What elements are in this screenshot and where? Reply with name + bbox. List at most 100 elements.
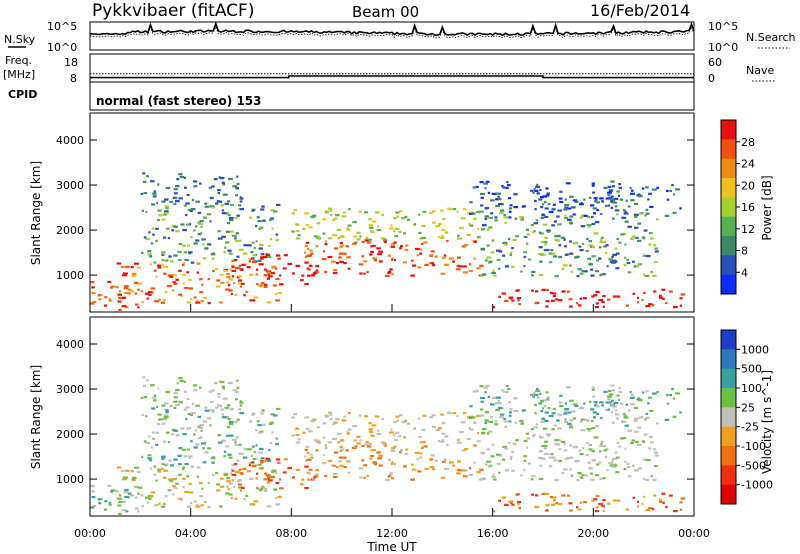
power-cell — [645, 305, 651, 308]
velocity-cell — [120, 469, 125, 473]
power-cell — [561, 290, 566, 293]
velocity-cell — [315, 473, 319, 476]
velocity-cell — [442, 460, 446, 463]
power-cell — [317, 237, 321, 241]
velocity-cell — [495, 453, 501, 456]
velocity-cell — [341, 419, 347, 422]
power-cell — [579, 216, 583, 219]
velocity-cell — [578, 407, 584, 410]
velocity-cell — [579, 420, 583, 423]
power-cell — [233, 259, 238, 262]
power-cell — [570, 270, 574, 273]
colorbar-swatch — [721, 388, 736, 408]
power-cell — [187, 244, 190, 247]
velocity-cell — [588, 400, 592, 403]
power-cell — [157, 218, 160, 222]
power-cell — [262, 255, 268, 259]
power-cell — [603, 186, 608, 189]
velocity-cell — [440, 476, 446, 479]
power-cell — [659, 294, 662, 297]
velocity-cell — [304, 455, 307, 458]
power-cell — [277, 291, 282, 295]
velocity-cell — [310, 456, 314, 459]
power-cell — [164, 198, 169, 201]
power-cell — [235, 232, 239, 235]
velocity-cell — [239, 411, 245, 415]
velocity-cell — [336, 432, 342, 435]
power-cell — [359, 235, 362, 238]
power-cell — [596, 201, 600, 204]
power-cell — [154, 300, 159, 303]
power-cell — [495, 249, 501, 252]
velocity-cell — [203, 501, 207, 504]
velocity-cell — [591, 499, 595, 502]
velocity-cell — [546, 433, 551, 436]
velocity-cell — [156, 405, 159, 408]
power-cell — [157, 183, 160, 186]
velocity-cell — [250, 461, 254, 464]
velocity-cell — [317, 441, 321, 445]
power-cell — [173, 196, 178, 199]
power-cell — [248, 257, 253, 261]
velocity-cell — [353, 439, 358, 442]
velocity-cell — [396, 419, 399, 422]
velocity-cell — [563, 412, 568, 415]
power-cell — [564, 206, 569, 209]
velocity-cell — [304, 448, 308, 451]
power-cell — [156, 201, 159, 204]
velocity-cell — [539, 392, 542, 395]
velocity-cell — [167, 441, 171, 444]
velocity-cell — [534, 506, 539, 509]
velocity-cell — [384, 478, 390, 481]
velocity-cell — [649, 409, 654, 412]
velocity-cell — [398, 434, 402, 437]
power-cell — [645, 212, 650, 215]
power-cell — [239, 207, 245, 211]
power-cell — [173, 192, 178, 195]
velocity-cell — [190, 440, 193, 443]
velocity-cell — [504, 447, 508, 450]
velocity-cell — [258, 451, 263, 454]
velocity-cell — [598, 502, 604, 506]
power-cell — [216, 200, 221, 203]
power-cell — [607, 194, 611, 197]
power-cell — [269, 217, 274, 220]
power-cell — [229, 219, 234, 222]
power-cell — [600, 239, 603, 242]
power-cell — [107, 280, 112, 283]
velocity-cell — [376, 429, 380, 432]
power-cell — [217, 230, 222, 233]
velocity-cell — [511, 469, 515, 472]
velocity-cell — [173, 392, 178, 395]
power-cell — [167, 237, 171, 240]
power-cell — [158, 214, 163, 217]
power-cell — [580, 214, 586, 217]
power-cell — [627, 205, 631, 208]
velocity-cell — [617, 398, 620, 401]
power-cell — [200, 225, 203, 228]
power-cell — [634, 236, 639, 239]
power-cell — [132, 272, 137, 275]
power-cell — [104, 296, 108, 299]
power-cell — [592, 191, 596, 194]
velocity-cell — [406, 422, 411, 425]
velocity-cell — [480, 400, 484, 403]
power-cell — [508, 296, 514, 299]
power-cell — [147, 253, 152, 256]
velocity-cell — [515, 493, 520, 496]
power-cell — [178, 243, 182, 246]
velocity-cell — [473, 444, 477, 447]
velocity-cell — [574, 460, 578, 463]
velocity-cell — [519, 419, 524, 423]
velocity-cell — [591, 386, 595, 389]
velocity-cell — [644, 418, 647, 421]
velocity-cell — [482, 477, 487, 480]
x-tick-label: 00:00 — [74, 527, 106, 540]
power-cell — [672, 193, 675, 196]
velocity-cell — [569, 419, 574, 422]
velocity-cell — [616, 394, 620, 397]
power-cell — [623, 209, 626, 212]
velocity-cell — [216, 483, 221, 486]
velocity-cell — [291, 416, 295, 419]
power-cell — [599, 246, 602, 249]
